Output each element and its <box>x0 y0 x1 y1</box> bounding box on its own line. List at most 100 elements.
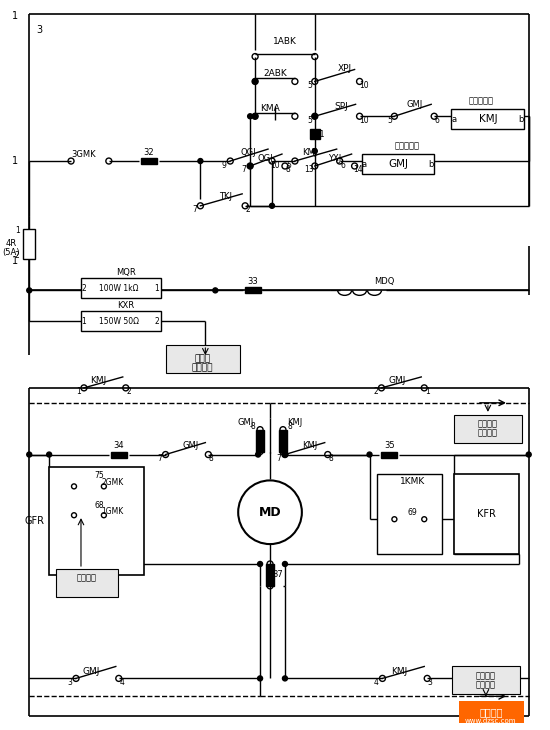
Text: 8: 8 <box>209 454 214 463</box>
Circle shape <box>248 164 252 169</box>
Text: KMJ: KMJ <box>302 147 317 156</box>
Text: QGJ: QGJ <box>240 147 256 156</box>
Circle shape <box>526 452 531 457</box>
Text: www.dzsc.com: www.dzsc.com <box>465 718 516 724</box>
Text: a: a <box>452 115 456 124</box>
Text: 6: 6 <box>340 161 345 169</box>
Text: 1: 1 <box>12 11 18 20</box>
Text: 8: 8 <box>251 422 256 431</box>
Text: 1: 1 <box>12 156 18 166</box>
Text: 75: 75 <box>94 471 104 480</box>
Text: 关门继电器: 关门继电器 <box>395 142 420 150</box>
Text: 2GMK: 2GMK <box>102 478 124 487</box>
Text: 维库一下: 维库一下 <box>479 707 503 718</box>
Circle shape <box>252 114 257 119</box>
Circle shape <box>27 452 32 457</box>
Bar <box>49 467 144 575</box>
Text: 4: 4 <box>374 678 379 687</box>
Bar <box>279 430 287 452</box>
Text: 4: 4 <box>119 678 124 687</box>
Bar <box>81 278 161 299</box>
Text: 3GMK: 3GMK <box>72 150 96 158</box>
Text: 10: 10 <box>359 116 369 125</box>
Text: 5: 5 <box>307 116 312 125</box>
Text: GMJ: GMJ <box>237 418 254 427</box>
Text: a: a <box>362 160 367 169</box>
Text: SPJ: SPJ <box>335 101 349 111</box>
Text: 34: 34 <box>113 441 124 450</box>
Bar <box>454 474 519 554</box>
Text: 5: 5 <box>387 116 392 125</box>
Text: 35: 35 <box>384 441 395 450</box>
Text: 1: 1 <box>15 226 20 235</box>
Text: 5: 5 <box>307 81 312 90</box>
Text: 8: 8 <box>285 166 290 174</box>
Circle shape <box>257 561 262 566</box>
Bar <box>266 564 274 586</box>
Text: (5A): (5A) <box>3 248 20 257</box>
Circle shape <box>283 676 288 681</box>
Text: 1: 1 <box>81 317 86 326</box>
Text: 9: 9 <box>222 161 227 169</box>
Text: 7: 7 <box>241 166 246 174</box>
Text: 开门时的: 开门时的 <box>476 671 496 680</box>
Text: 电流方向: 电流方向 <box>476 680 496 689</box>
Text: MQR: MQR <box>116 268 136 277</box>
Bar <box>382 452 398 458</box>
Text: KMA: KMA <box>260 104 280 113</box>
Text: KMJ: KMJ <box>90 377 106 385</box>
Text: 2: 2 <box>15 251 20 260</box>
Text: GMJ: GMJ <box>389 377 406 385</box>
Text: YXJ: YXJ <box>328 153 342 163</box>
Text: KMJ: KMJ <box>287 418 303 427</box>
Text: 1GMK: 1GMK <box>102 507 124 516</box>
Text: 3: 3 <box>68 678 73 687</box>
Bar <box>454 415 522 442</box>
Text: KFR: KFR <box>477 510 496 519</box>
Text: TKJ: TKJ <box>219 192 232 201</box>
Text: b: b <box>518 115 524 124</box>
Text: 5: 5 <box>287 161 292 169</box>
Text: 31: 31 <box>315 130 325 139</box>
Text: XPJ: XPJ <box>338 64 351 73</box>
Text: 关门时的: 关门时的 <box>478 419 498 429</box>
Text: 2: 2 <box>154 317 159 326</box>
Circle shape <box>312 114 317 119</box>
Text: 1: 1 <box>425 388 430 396</box>
Text: GMJ: GMJ <box>82 667 100 676</box>
Bar <box>377 474 442 554</box>
Bar <box>56 569 118 597</box>
Bar <box>141 158 157 164</box>
Text: 2: 2 <box>81 284 86 293</box>
Text: KMJ: KMJ <box>302 441 317 450</box>
Bar <box>245 288 261 293</box>
Text: 调整电阻: 调整电阻 <box>191 364 213 372</box>
Text: 100W 1kΩ: 100W 1kΩ <box>99 284 139 293</box>
Circle shape <box>283 561 288 566</box>
Circle shape <box>213 288 218 293</box>
Text: 2ABK: 2ABK <box>263 69 287 78</box>
Text: b: b <box>428 160 434 169</box>
Text: KMJ: KMJ <box>478 115 497 124</box>
Text: 33: 33 <box>248 277 258 286</box>
Circle shape <box>257 676 262 681</box>
Bar <box>111 452 126 458</box>
Text: 2: 2 <box>126 388 131 396</box>
Text: 8: 8 <box>288 422 292 431</box>
Text: GMJ: GMJ <box>182 441 199 450</box>
Text: 37: 37 <box>273 570 283 580</box>
Circle shape <box>256 452 261 457</box>
Text: MDQ: MDQ <box>374 277 395 286</box>
Text: 10: 10 <box>270 161 280 169</box>
Bar <box>81 311 161 331</box>
Circle shape <box>367 452 372 457</box>
Bar <box>23 228 35 258</box>
Text: QGJ: QGJ <box>257 153 273 163</box>
Text: 7: 7 <box>157 454 162 463</box>
Circle shape <box>283 452 288 457</box>
Text: KXR: KXR <box>117 301 134 310</box>
Text: MD: MD <box>258 506 282 519</box>
Text: 68: 68 <box>94 501 104 510</box>
Text: 7: 7 <box>192 205 197 215</box>
Text: 1ABK: 1ABK <box>273 37 297 46</box>
